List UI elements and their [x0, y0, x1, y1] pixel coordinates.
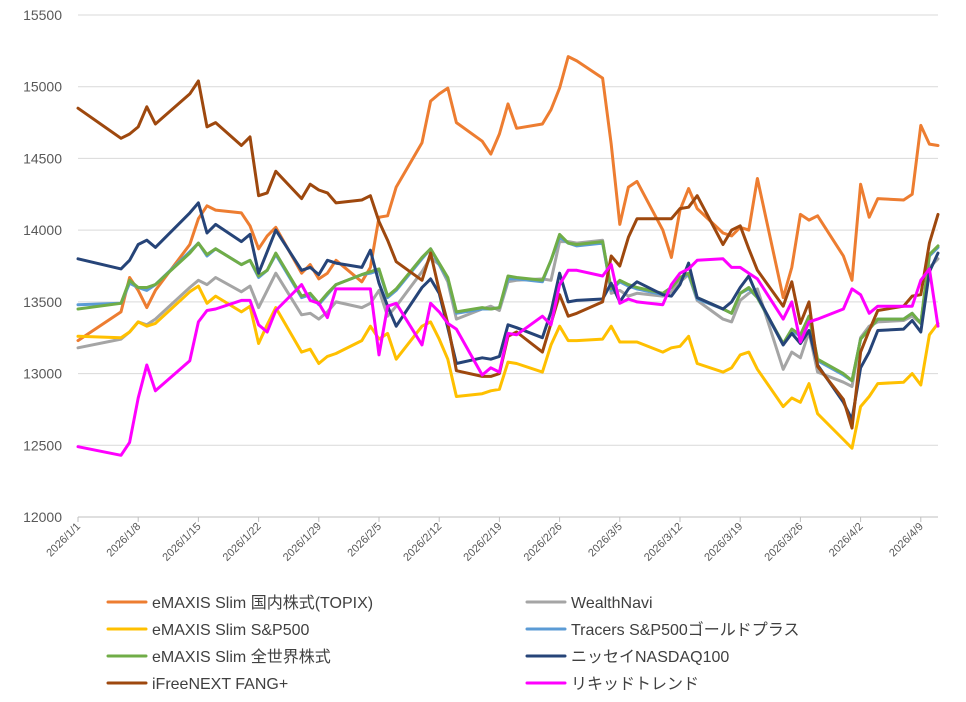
x-tick-label: 2026/2/5 [345, 521, 384, 560]
legend: eMAXIS Slim 国内株式(TOPIX) WealthNavi eMAXIS … [106, 594, 799, 693]
x-axis-tick-labels: 2026/1/1 2026/1/8 2026/1/15 2026/1/22 2026/1… [44, 517, 926, 564]
x-tick-label: 2026/2/26 [522, 521, 565, 564]
legend-item: リキッドトレンド [525, 676, 699, 693]
legend-item: iFreeNEXT FANG+ [106, 676, 288, 693]
x-tick-label: 2026/3/26 [762, 521, 805, 564]
x-tick-label: 2026/1/15 [160, 521, 203, 564]
x-tick-label: 2026/1/22 [221, 521, 264, 564]
y-tick-label: 14500 [23, 150, 62, 166]
x-tick-label: 2026/3/12 [642, 521, 685, 564]
series-line-5 [76, 201, 940, 421]
x-tick-label: 2026/4/2 [827, 521, 866, 560]
series-line-6 [76, 79, 940, 430]
series-line-2 [76, 284, 940, 450]
y-tick-label: 13000 [23, 366, 62, 382]
series-line-7 [76, 257, 940, 457]
x-tick-label: 2026/3/19 [702, 521, 745, 564]
x-tick-label: 2026/2/12 [401, 521, 444, 564]
legend-item: eMAXIS Slim 全世界株式 [106, 648, 331, 666]
series-lines [76, 55, 940, 457]
y-tick-label: 15000 [23, 79, 62, 95]
legend-item: ニッセイNASDAQ100 [525, 649, 729, 666]
x-tick-label: 2026/4/9 [887, 521, 926, 560]
x-tick-label: 2026/1/8 [105, 521, 144, 560]
series-line-4 [76, 232, 940, 383]
legend-label: eMAXIS Slim 全世界株式 [152, 648, 331, 666]
x-tick-label: 2026/1/1 [44, 521, 83, 560]
gridlines [78, 14, 938, 518]
y-tick-label: 15500 [23, 7, 62, 23]
legend-item: WealthNavi [525, 595, 653, 612]
y-tick-label: 13500 [23, 294, 62, 310]
legend-item: Tracers S&P500ゴールドプラス [525, 620, 799, 639]
y-tick-label: 14000 [23, 222, 62, 238]
legend-label: eMAXIS Slim 国内株式(TOPIX) [152, 594, 373, 612]
x-tick-label: 2026/1/29 [281, 521, 324, 564]
legend-item: eMAXIS Slim S&P500 [106, 622, 310, 639]
legend-label: WealthNavi [571, 595, 653, 612]
x-tick-label: 2026/2/19 [461, 521, 504, 564]
y-axis-tick-labels: 12000 12500 13000 13500 14000 14500 15000 15500 [23, 7, 62, 525]
legend-label: eMAXIS Slim S&P500 [152, 622, 310, 639]
legend-label: ニッセイNASDAQ100 [571, 649, 729, 666]
legend-label: リキッドトレンド [571, 676, 699, 693]
legend-item: eMAXIS Slim 国内株式(TOPIX) [106, 594, 373, 612]
legend-label: iFreeNEXT FANG+ [152, 676, 288, 693]
y-tick-label: 12500 [23, 437, 62, 453]
x-tick-label: 2026/3/5 [586, 521, 625, 560]
legend-label: Tracers S&P500ゴールドプラス [571, 620, 799, 639]
y-tick-label: 12000 [23, 509, 62, 525]
series-line-0 [76, 55, 940, 343]
